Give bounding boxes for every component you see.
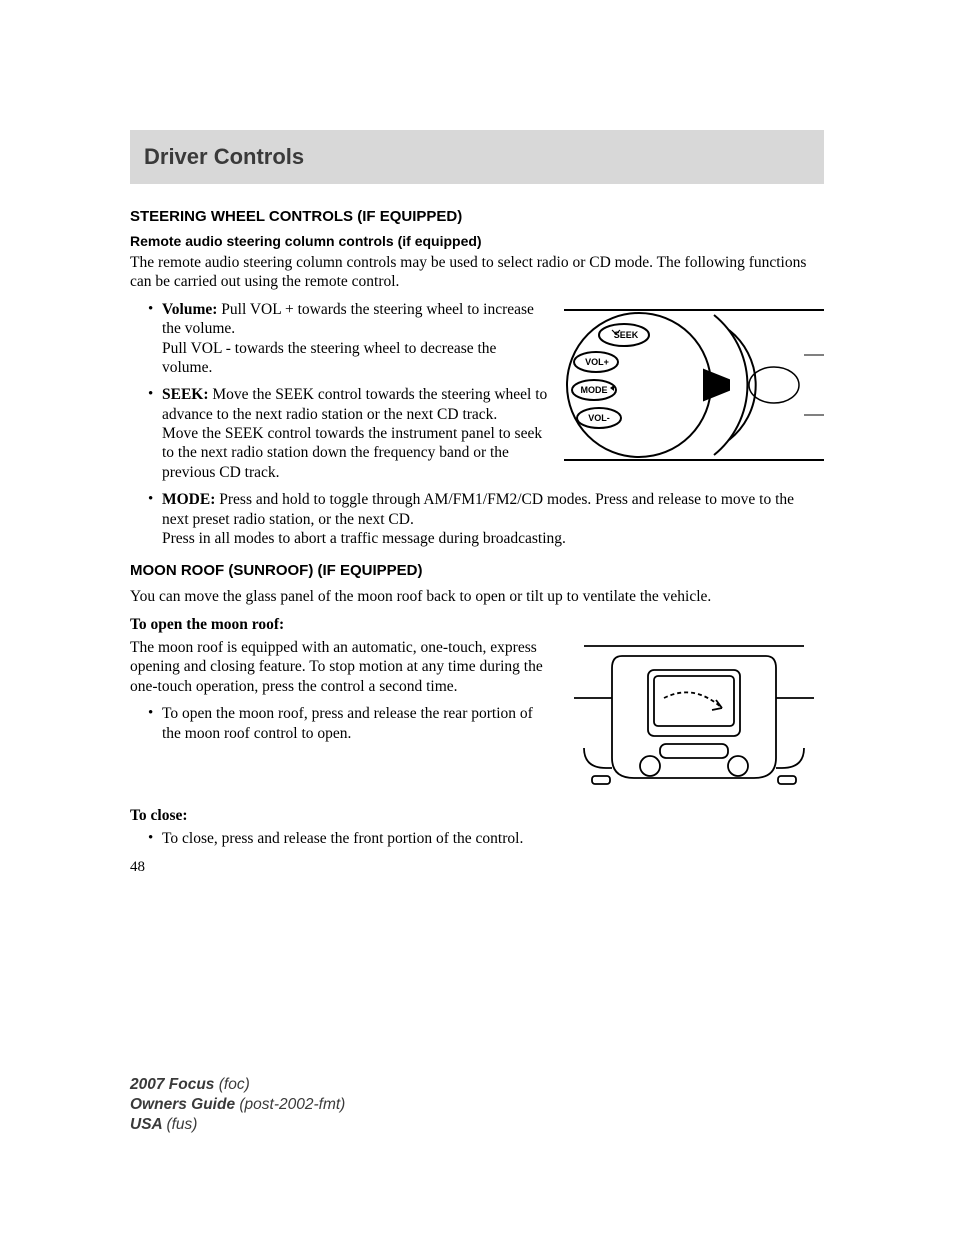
intro-paragraph-1: The remote audio steering column control… bbox=[130, 253, 824, 292]
footer-block: 2007 Focus (foc) Owners Guide (post-2002… bbox=[130, 1075, 345, 1135]
bullet-volume-text: Pull VOL + towards the steering wheel to… bbox=[162, 301, 534, 337]
moonroof-open-bullets: To open the moon roof, press and release… bbox=[130, 704, 824, 743]
sub-heading-remote-audio: Remote audio steering column controls (i… bbox=[130, 233, 824, 249]
header-bar: Driver Controls bbox=[130, 130, 824, 184]
bullet-close-moonroof: To close, press and release the front po… bbox=[148, 829, 824, 848]
bullet-volume-label: Volume: bbox=[162, 301, 217, 318]
bullet-mode: MODE: Press and hold to toggle through A… bbox=[148, 490, 824, 548]
moonroof-close-bullets: To close, press and release the front po… bbox=[130, 829, 824, 848]
manual-page: Driver Controls STEERING WHEEL CONTROLS … bbox=[0, 0, 954, 1235]
page-title: Driver Controls bbox=[144, 144, 304, 169]
bullet-seek-cont: Move the SEEK control towards the instru… bbox=[162, 425, 542, 481]
bullet-volume: Volume: Pull VOL + towards the steering … bbox=[148, 300, 824, 378]
bullet-volume-cont: Pull VOL - towards the steering wheel to… bbox=[162, 340, 496, 376]
footer-line-2: Owners Guide (post-2002-fmt) bbox=[130, 1095, 345, 1115]
moonroof-close-head: To close: bbox=[130, 807, 188, 824]
bullet-mode-cont: Press in all modes to abort a traffic me… bbox=[162, 530, 566, 547]
bullet-mode-text: Press and hold to toggle through AM/FM1/… bbox=[162, 491, 794, 527]
bullet-seek: SEEK: Move the SEEK control towards the … bbox=[148, 385, 824, 482]
bullet-seek-text: Move the SEEK control towards the steeri… bbox=[162, 386, 547, 422]
moonroof-intro: You can move the glass panel of the moon… bbox=[130, 587, 824, 606]
page-number: 48 bbox=[130, 859, 824, 876]
moonroof-open-head: To open the moon roof: bbox=[130, 616, 284, 633]
footer-line-3: USA (fus) bbox=[130, 1115, 345, 1135]
footer-line-1: 2007 Focus (foc) bbox=[130, 1075, 345, 1095]
bullet-open-moonroof: To open the moon roof, press and release… bbox=[148, 704, 824, 743]
section-heading-moonroof: MOON ROOF (SUNROOF) (IF EQUIPPED) bbox=[130, 562, 824, 579]
bullet-mode-label: MODE: bbox=[162, 491, 215, 508]
bullet-seek-label: SEEK: bbox=[162, 386, 209, 403]
steering-bullets: Volume: Pull VOL + towards the steering … bbox=[130, 300, 824, 549]
section-heading-steering: STEERING WHEEL CONTROLS (IF EQUIPPED) bbox=[130, 208, 824, 225]
